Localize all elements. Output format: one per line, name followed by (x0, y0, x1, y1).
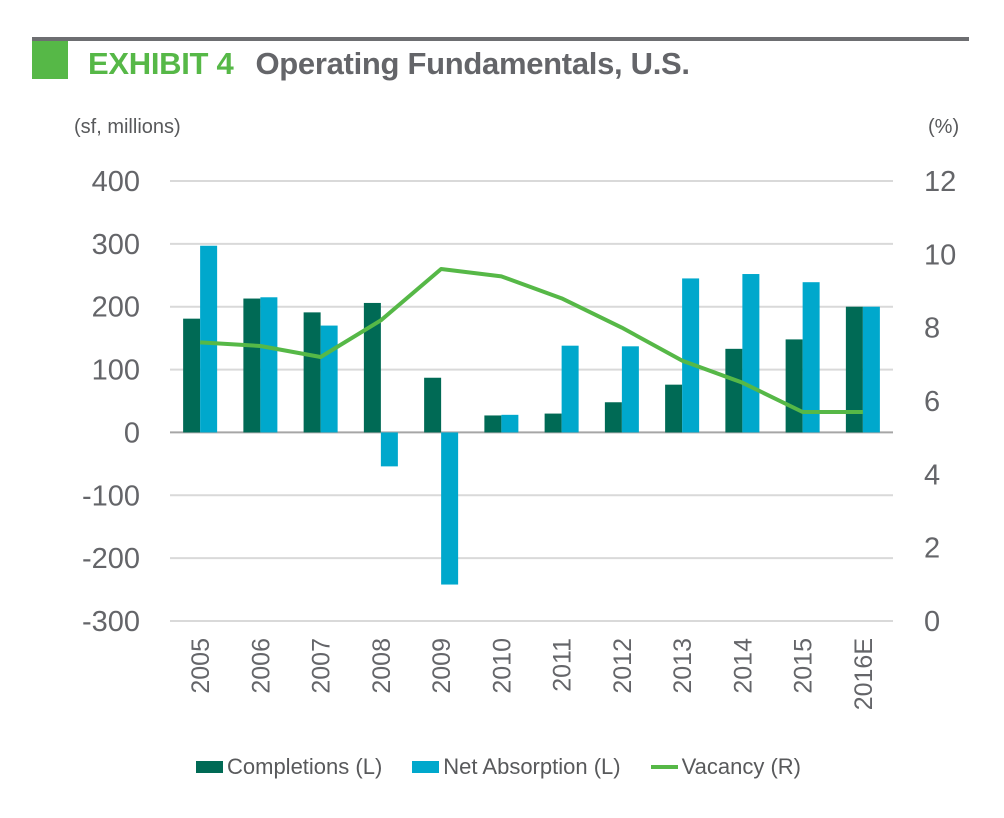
left-axis-ticks: 400 300 200 100 0 -100 -200 -300 (82, 166, 140, 638)
net-absorption-bar (260, 297, 278, 433)
right-axis-ticks: 12 10 8 6 4 2 0 (924, 166, 956, 638)
right-tick-label: 6 (924, 386, 940, 418)
completions-bar (845, 306, 863, 433)
x-tick-label: 2012 (609, 638, 637, 694)
net-absorption-bar (621, 346, 639, 433)
completions-bar (665, 384, 683, 433)
net-absorption-bar (320, 325, 338, 433)
left-axis-unit: (sf, millions) (74, 116, 181, 138)
x-tick-label: 2006 (247, 638, 275, 694)
net-absorption-bar (200, 245, 218, 433)
x-tick-label: 2013 (669, 638, 697, 694)
net-absorption-bar (441, 432, 459, 585)
left-tick-label: 0 (124, 417, 140, 449)
right-tick-label: 10 (924, 239, 956, 271)
vacancy-swatch (650, 765, 678, 769)
x-tick-label: 2015 (790, 638, 818, 694)
right-tick-label: 2 (924, 533, 940, 565)
x-tick-label: 2008 (368, 638, 396, 694)
completions-swatch (196, 761, 223, 773)
left-tick-label: -200 (82, 543, 140, 575)
net-absorption-bar (561, 345, 579, 433)
right-tick-label: 0 (924, 606, 940, 638)
net-absorption-bar (742, 274, 760, 433)
net-absorption-bar (862, 306, 880, 433)
right-tick-label: 12 (924, 166, 956, 198)
completions-bar (424, 377, 442, 433)
completions-bar (183, 318, 201, 433)
left-tick-label: 400 (92, 166, 140, 198)
x-axis-ticks: 2005 2006 2007 2008 2009 2010 2011 2012 2013 2014… (187, 638, 878, 710)
legend-label: Net Absorption (L) (443, 754, 621, 779)
legend-item-completions: Completions (L) (196, 754, 382, 780)
vacancy-line-group (200, 267, 863, 414)
x-tick-label: 2007 (308, 638, 336, 694)
completions-bar (544, 413, 562, 433)
header-rule (32, 37, 969, 41)
legend-item-net-absorption: Net Absorption (L) (412, 754, 621, 780)
legend-label: Vacancy (R) (681, 754, 801, 779)
exhibit-label: EXHIBIT 4 (88, 46, 234, 81)
x-tick-label: 2009 (428, 638, 456, 694)
x-tick-label: 2010 (488, 638, 516, 694)
chart-title: EXHIBIT 4 Operating Fundamentals, U.S. (88, 46, 690, 82)
title-text: Operating Fundamentals, U.S. (255, 46, 690, 81)
completions-bar (725, 348, 743, 433)
completions-bar (243, 298, 261, 433)
completions-bar (604, 402, 622, 433)
net-absorption-bar (501, 414, 519, 433)
left-tick-label: -300 (82, 606, 140, 638)
right-tick-label: 8 (924, 313, 940, 345)
completions-bar (484, 415, 502, 433)
left-tick-label: 200 (92, 292, 140, 324)
vacancy-line (200, 267, 863, 414)
left-tick-label: 100 (92, 355, 140, 387)
net-absorption-bar (802, 282, 820, 433)
legend-item-vacancy: Vacancy (R) (650, 754, 801, 780)
bars (183, 245, 880, 585)
legend: Completions (L) Net Absorption (L) Vacan… (196, 754, 831, 780)
right-tick-label: 4 (924, 459, 940, 491)
net-absorption-bar (380, 432, 398, 467)
net-absorption-swatch (412, 761, 440, 773)
gridlines (170, 180, 893, 622)
completions-bar (363, 302, 381, 433)
left-tick-label: -100 (82, 480, 140, 512)
x-tick-label: 2005 (187, 638, 215, 694)
completions-bar (303, 312, 321, 433)
left-tick-label: 300 (92, 229, 140, 261)
right-axis-unit: (%) (928, 116, 960, 138)
legend-label: Completions (L) (227, 754, 383, 779)
exhibit-marker (32, 41, 68, 79)
x-tick-label: 2016E (850, 638, 878, 710)
x-tick-label: 2014 (729, 638, 757, 694)
completions-bar (785, 339, 803, 433)
net-absorption-bar (682, 278, 700, 433)
x-tick-label: 2011 (549, 638, 577, 692)
